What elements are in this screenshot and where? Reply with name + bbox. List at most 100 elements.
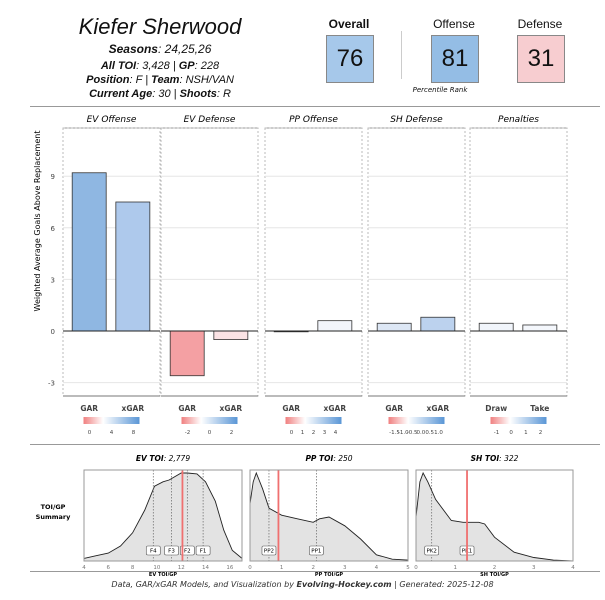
- marker-box: [424, 545, 440, 556]
- offense-score: 81: [431, 35, 479, 83]
- panel-frame: [469, 127, 568, 397]
- color-legend-tick: -1.0: [398, 430, 409, 436]
- overall-label: Overall: [328, 17, 370, 31]
- team-value: NSH/VAN: [185, 74, 234, 86]
- color-legend-bar: [388, 417, 445, 424]
- color-legend-bar: [285, 417, 342, 424]
- x-tick-label: 5: [406, 565, 410, 571]
- footer: Data, GAR/xGAR Models, and Visualization…: [0, 580, 605, 589]
- marker-label: F3: [168, 549, 175, 555]
- color-legend-tick: 0: [208, 430, 212, 436]
- color-legend-tick: 0: [88, 430, 92, 436]
- bar-draw: [478, 322, 514, 332]
- position-label: Position: [86, 74, 130, 86]
- panel-frame: [367, 127, 466, 397]
- panel-title: EV Defense: [184, 115, 236, 125]
- age-value: 30: [158, 88, 171, 100]
- color-legend-tick: -2: [185, 430, 190, 436]
- color-legend-tick: 2: [312, 430, 316, 436]
- bar-gar: [169, 330, 205, 377]
- team-label: Team: [151, 74, 180, 86]
- bar-xgar: [213, 330, 249, 341]
- x-tick-label: 14: [202, 565, 209, 571]
- x-tick-label: xGAR: [324, 404, 347, 413]
- density-line: [415, 471, 574, 562]
- x-tick-label: 4: [375, 565, 379, 571]
- x-tick-label: 12: [178, 565, 185, 571]
- gp-value: 228: [200, 60, 220, 72]
- x-tick-label: 8: [131, 565, 135, 571]
- color-legend-tick: -0.5: [407, 430, 418, 436]
- color-legend-tick: 0.0: [417, 430, 426, 436]
- color-legend-tick: -1.5: [389, 430, 400, 436]
- bar-xgar: [317, 320, 353, 332]
- density-area: [84, 473, 242, 561]
- shoots-label: Shoots: [179, 88, 217, 100]
- title-label: EV TOI: [136, 454, 164, 463]
- toi-value: 3,428: [142, 60, 170, 72]
- panel-frame: [415, 469, 574, 562]
- position-value: F: [135, 74, 143, 86]
- x-tick-label: 2: [493, 565, 497, 571]
- bar-xgar: [115, 201, 151, 332]
- x-tick-label: 3: [343, 565, 347, 571]
- defense-score: 31: [517, 35, 565, 83]
- marker-box: [195, 545, 211, 556]
- x-axis-label: PP TOI/GP: [315, 572, 344, 576]
- x-tick-label: 4: [571, 565, 575, 571]
- x-tick-label: 10: [153, 565, 160, 571]
- panel-frame: [249, 469, 409, 562]
- marker-box: [309, 545, 324, 556]
- bar-take: [522, 324, 558, 332]
- marker-label: F2: [184, 549, 191, 555]
- shoots-value: R: [222, 88, 231, 100]
- panel-frame: [83, 469, 243, 562]
- separator: [30, 444, 600, 445]
- density-line: [249, 471, 409, 561]
- marker-box: [164, 545, 179, 556]
- color-legend-tick: 2: [230, 430, 234, 436]
- x-tick-label: 3: [532, 565, 536, 571]
- y-tick-label: 3: [51, 276, 55, 284]
- seasons-line: Seasons: 24,25,26: [108, 42, 212, 56]
- toi-label: All TOI: [100, 60, 137, 72]
- color-legend-tick: 0: [290, 430, 294, 436]
- x-tick-label: xGAR: [427, 404, 450, 413]
- x-tick-label: xGAR: [122, 404, 145, 413]
- marker-box: [145, 545, 161, 556]
- color-legend-tick: 0.5: [425, 430, 434, 436]
- color-legend-tick: 1.0: [434, 430, 443, 436]
- color-legend-tick: 4: [334, 430, 338, 436]
- color-legend-tick: -1: [494, 430, 499, 436]
- y-tick-label: -3: [48, 380, 55, 388]
- position-line: Position: F | Team: NSH/VAN: [86, 74, 234, 86]
- panel-title: EV TOI: 2,779: [136, 454, 190, 463]
- offense-label: Offense: [433, 17, 475, 31]
- x-tick-label: 6: [107, 565, 111, 571]
- y-tick-label: 9: [51, 173, 55, 181]
- toi-line: All TOI: 3,428 | GP: 228: [100, 60, 220, 72]
- row-label-line2: Summary: [36, 513, 71, 521]
- seasons-value: 24,25,26: [164, 42, 212, 56]
- title-value: : 2,779: [164, 454, 191, 463]
- y-tick-label: 6: [51, 225, 56, 233]
- defense-label: Defense: [517, 17, 563, 31]
- overall-score: 76: [326, 35, 374, 83]
- seasons-label: Seasons: [108, 42, 158, 56]
- percentile-label: Percentile Rank: [412, 86, 468, 94]
- age-label: Current Age: [89, 88, 153, 100]
- x-tick-label: GAR: [282, 404, 300, 413]
- x-tick-label: Take: [530, 404, 549, 413]
- density-area: [416, 473, 573, 561]
- title-label: PP TOI: [305, 454, 333, 463]
- age-line: Current Age: 30 | Shoots: R: [89, 88, 231, 100]
- x-axis-label: SH TOI/GP: [480, 572, 509, 576]
- panel-title: PP Offense: [289, 115, 338, 125]
- x-axis-label: EV TOI/GP: [149, 572, 177, 576]
- marker-label: F1: [200, 549, 207, 555]
- color-legend-tick: 2: [539, 430, 543, 436]
- x-tick-label: 0: [414, 565, 418, 571]
- x-tick-label: GAR: [178, 404, 196, 413]
- marker-box: [261, 545, 277, 556]
